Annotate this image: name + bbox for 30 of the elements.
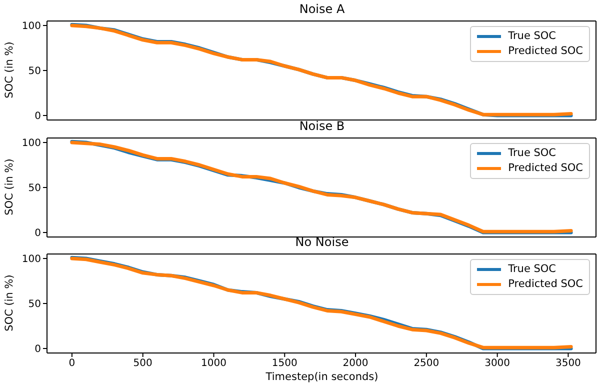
x-axis-title: Timestep(in seconds) [264,371,380,384]
x-tick-label: 1000 [201,358,226,370]
y-tick-label: 0 [34,344,41,356]
y-tick-label: 0 [34,228,41,240]
x-tick-label: 2000 [342,358,368,370]
chart-title: Noise A [298,2,346,16]
x-tick-label: 3500 [555,358,581,370]
y-tick-label: 50 [28,66,41,78]
legend-label: Predicted SOC [507,44,583,59]
y-tick-label: 100 [22,138,41,150]
y-axis-title: SOC (in %) [3,158,15,216]
x-tick-label: 2500 [414,358,440,370]
x-tick-label: 3000 [484,358,510,370]
x-tick-label: 0 [68,358,76,370]
legend-label: True SOC [507,262,558,277]
legend-label: Predicted SOC [507,161,583,176]
x-tick-label: 500 [133,358,152,370]
y-axis-title: SOC (in %) [3,274,15,332]
legend-label: True SOC [507,29,558,44]
y-tick-label: 100 [22,21,41,32]
y-tick-label: 100 [22,254,41,266]
y-tick-label: 50 [28,183,41,194]
x-tick-label: 1500 [272,358,298,370]
chart-title: Noise B [298,119,346,133]
chart-title: No Noise [294,235,350,249]
y-axis-title: SOC (in %) [3,42,15,98]
y-tick-label: 50 [28,299,41,310]
legend-label: Predicted SOC [507,277,583,292]
legend-label: True SOC [507,146,558,161]
y-tick-label: 0 [34,111,41,122]
